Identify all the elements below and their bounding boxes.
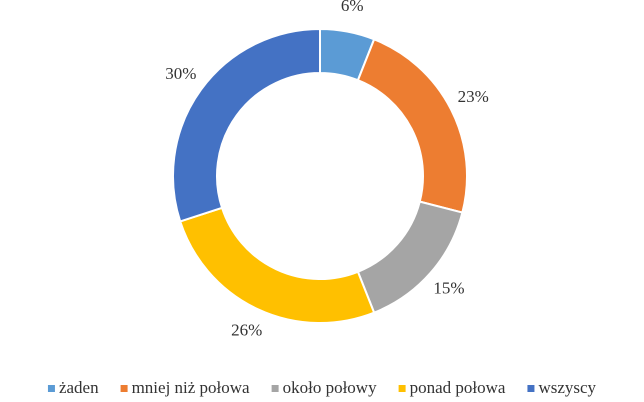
legend-label: ponad połowa — [410, 378, 506, 397]
legend-marker — [398, 385, 406, 392]
donut-slice — [356, 38, 468, 214]
data-label: 23% — [458, 87, 489, 106]
data-label: 6% — [341, 0, 364, 15]
legend-label: około połowy — [283, 378, 377, 397]
data-label: 26% — [231, 321, 262, 340]
legend-marker — [47, 385, 55, 392]
legend-marker — [527, 385, 535, 392]
data-label: 30% — [165, 64, 196, 83]
legend-label: mniej niż połowa — [132, 378, 250, 397]
legend-marker — [271, 385, 279, 392]
data-label: 15% — [433, 279, 464, 298]
legend-marker — [120, 385, 128, 392]
donut-slice — [178, 206, 376, 324]
legend-label: żaden — [59, 378, 99, 397]
donut-slice — [172, 27, 321, 223]
legend-label: wszyscy — [538, 378, 596, 397]
